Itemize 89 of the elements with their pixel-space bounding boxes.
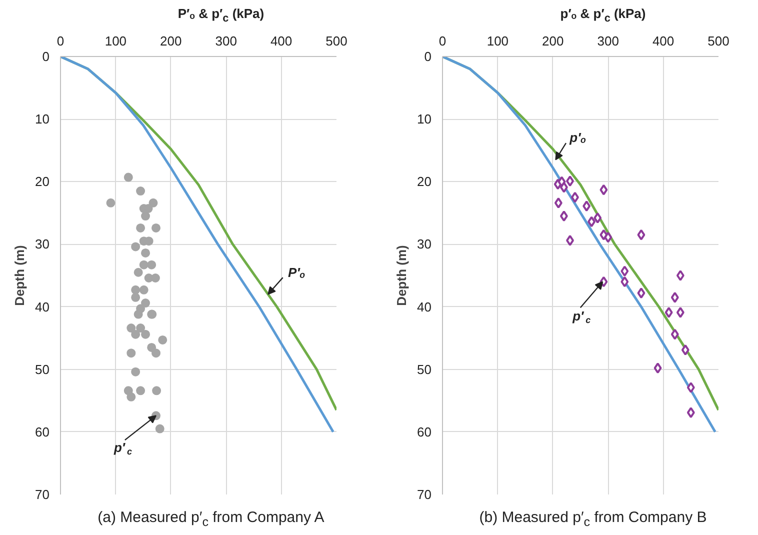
point: [136, 386, 146, 396]
y-tick-label: 20: [417, 174, 432, 190]
x-tick-label: 400: [270, 34, 292, 48]
point: [664, 306, 673, 318]
x-tick-label: 300: [215, 34, 237, 48]
x-tick-label: 0: [438, 34, 446, 48]
y-tick-label: 0: [424, 49, 432, 64]
point: [106, 198, 116, 208]
point: [654, 362, 662, 374]
point: [126, 392, 136, 402]
point: [139, 285, 148, 294]
point: [686, 382, 695, 394]
point: [131, 330, 140, 339]
y-tick-label: 60: [417, 424, 432, 440]
y-axis-title: Depth (m): [12, 245, 28, 306]
point: [554, 197, 562, 208]
annotation: P′ₒ: [288, 264, 306, 280]
point: [152, 386, 162, 396]
point: [131, 285, 140, 294]
point: [637, 229, 646, 240]
y-tick-label: 10: [35, 112, 50, 127]
point: [670, 292, 679, 303]
point: [604, 232, 612, 243]
point: [148, 198, 158, 208]
point: [155, 424, 164, 434]
x-axis-title: p′ₒ & p′$_{c}$ (kPa): [560, 5, 646, 27]
point: [141, 298, 150, 308]
point: [560, 182, 568, 193]
point: [676, 306, 684, 318]
x-tick-label: 100: [104, 34, 127, 48]
point: [681, 344, 690, 356]
y-tick-label: 40: [417, 299, 432, 314]
x-tick-label: 400: [652, 34, 674, 48]
y-tick-label: 50: [35, 362, 50, 377]
point: [594, 212, 602, 224]
x-tick-label: 500: [326, 34, 348, 48]
x-tick-label: 200: [542, 34, 564, 48]
y-tick-label: 50: [417, 362, 432, 377]
y-tick-label: 0: [42, 49, 50, 64]
point: [566, 234, 574, 246]
point: [126, 348, 136, 358]
y-axis-title: Depth (m): [394, 245, 410, 306]
x-tick-label: 100: [486, 34, 509, 48]
point: [131, 292, 140, 302]
point: [582, 200, 591, 212]
point: [136, 324, 146, 333]
point: [620, 276, 629, 288]
y-tick-label: 70: [417, 487, 432, 502]
point: [141, 330, 150, 339]
point: [124, 172, 133, 182]
point: [158, 335, 168, 344]
point: [131, 242, 140, 252]
point: [151, 223, 160, 232]
point: [147, 260, 156, 270]
point: [134, 268, 143, 277]
point: [676, 270, 684, 281]
y-tick-label: 10: [417, 112, 432, 127]
point: [136, 223, 146, 232]
point: [588, 216, 596, 228]
y-tick-label: 20: [35, 174, 50, 190]
point: [637, 288, 646, 299]
y-tick-label: 30: [35, 236, 50, 252]
point: [141, 248, 150, 258]
point: [134, 310, 143, 319]
x-tick-label: 200: [160, 34, 182, 48]
x-tick-label: 500: [708, 34, 730, 48]
x-axis-title: P′ₒ & p′$_{c}$ (kPa): [178, 5, 264, 27]
y-tick-label: 30: [417, 236, 432, 252]
point: [136, 186, 146, 196]
y-tick-label: 40: [35, 299, 50, 314]
point: [600, 184, 608, 196]
point: [570, 192, 579, 203]
point: [670, 328, 679, 340]
y-tick-label: 70: [35, 487, 50, 502]
annotation: p′ₒ: [568, 130, 586, 146]
x-tick-label: 300: [597, 34, 619, 48]
point: [151, 348, 160, 358]
text: (b) Measured p′$_{c}$ from Company B: [479, 508, 707, 531]
text: (a) Measured p′$_{c}$ from Company A: [98, 508, 324, 531]
point: [620, 266, 629, 277]
point: [141, 212, 150, 221]
point: [560, 210, 568, 222]
point: [686, 407, 695, 418]
y-tick-label: 60: [35, 424, 50, 440]
point: [566, 176, 574, 187]
point: [131, 367, 140, 376]
x-tick-label: 0: [56, 34, 64, 48]
point: [126, 324, 136, 333]
point: [139, 260, 148, 270]
